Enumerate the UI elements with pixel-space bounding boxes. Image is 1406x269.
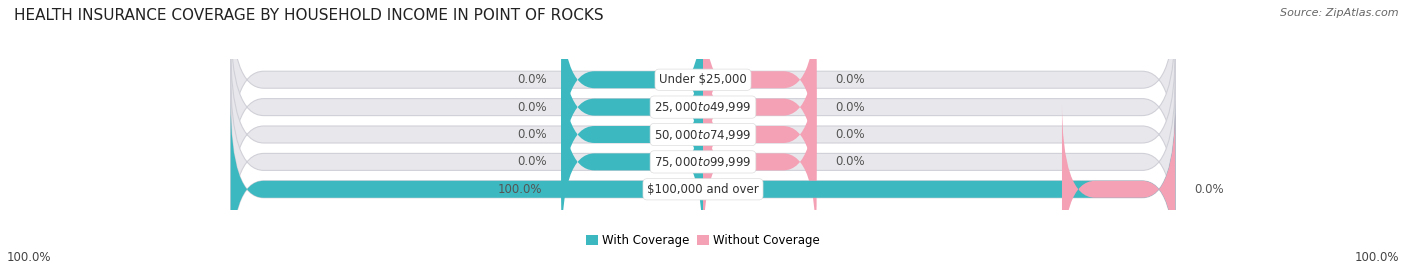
FancyBboxPatch shape <box>231 47 1175 222</box>
Text: 0.0%: 0.0% <box>517 155 547 168</box>
Text: 0.0%: 0.0% <box>835 73 865 86</box>
FancyBboxPatch shape <box>561 20 703 194</box>
Text: $50,000 to $74,999: $50,000 to $74,999 <box>654 128 752 141</box>
Text: $25,000 to $49,999: $25,000 to $49,999 <box>654 100 752 114</box>
Legend: With Coverage, Without Coverage: With Coverage, Without Coverage <box>581 230 825 252</box>
Text: 100.0%: 100.0% <box>7 251 52 264</box>
FancyBboxPatch shape <box>1062 102 1175 269</box>
FancyBboxPatch shape <box>231 75 1175 249</box>
Text: $75,000 to $99,999: $75,000 to $99,999 <box>654 155 752 169</box>
Text: 0.0%: 0.0% <box>835 101 865 114</box>
Text: 0.0%: 0.0% <box>517 128 547 141</box>
Text: 0.0%: 0.0% <box>835 155 865 168</box>
Text: 0.0%: 0.0% <box>517 73 547 86</box>
FancyBboxPatch shape <box>561 47 703 222</box>
Text: 100.0%: 100.0% <box>1354 251 1399 264</box>
FancyBboxPatch shape <box>231 102 1175 269</box>
Text: 0.0%: 0.0% <box>517 101 547 114</box>
Text: 0.0%: 0.0% <box>835 128 865 141</box>
Text: Source: ZipAtlas.com: Source: ZipAtlas.com <box>1281 8 1399 18</box>
FancyBboxPatch shape <box>703 75 817 249</box>
FancyBboxPatch shape <box>703 47 817 222</box>
FancyBboxPatch shape <box>561 0 703 167</box>
Text: HEALTH INSURANCE COVERAGE BY HOUSEHOLD INCOME IN POINT OF ROCKS: HEALTH INSURANCE COVERAGE BY HOUSEHOLD I… <box>14 8 603 23</box>
Text: Under $25,000: Under $25,000 <box>659 73 747 86</box>
Text: 0.0%: 0.0% <box>1194 183 1223 196</box>
Text: $100,000 and over: $100,000 and over <box>647 183 759 196</box>
Text: 100.0%: 100.0% <box>498 183 543 196</box>
FancyBboxPatch shape <box>231 20 1175 194</box>
FancyBboxPatch shape <box>231 102 1175 269</box>
FancyBboxPatch shape <box>703 20 817 194</box>
FancyBboxPatch shape <box>703 0 817 167</box>
FancyBboxPatch shape <box>561 75 703 249</box>
FancyBboxPatch shape <box>231 0 1175 167</box>
